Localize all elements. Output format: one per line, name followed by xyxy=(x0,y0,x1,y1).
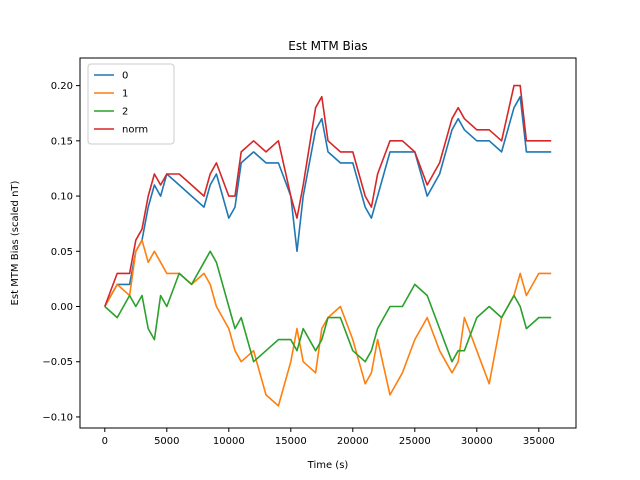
legend-label-1: 1 xyxy=(122,89,128,100)
y-tick-label: 0.00 xyxy=(51,302,73,313)
chart-title: Est MTM Bias xyxy=(288,39,367,53)
x-tick-label: 0 xyxy=(102,436,108,447)
series-line-norm xyxy=(104,84,552,307)
series-line-1 xyxy=(104,239,552,407)
y-axis: −0.10 −0.05 0.00 0.05 0.10 0.15 0.20 xyxy=(42,81,80,423)
legend-frame xyxy=(87,63,175,145)
y-axis-title: Est MTM Bias (scaled nT) xyxy=(10,180,21,305)
x-axis: 0 5000 10000 15000 20000 25000 30000 35000 xyxy=(102,428,555,447)
y-tick-label: 0.15 xyxy=(51,136,73,147)
y-tick-label: −0.05 xyxy=(42,357,73,368)
x-tick-label: 25000 xyxy=(399,436,431,447)
x-tick-label: 15000 xyxy=(275,436,307,447)
x-tick-label: 5000 xyxy=(154,436,179,447)
x-tick-label: 35000 xyxy=(523,436,555,447)
series-layer xyxy=(104,84,552,407)
y-tick-label: 0.10 xyxy=(51,192,73,203)
y-tick-label: 0.20 xyxy=(51,81,73,92)
series-line-0 xyxy=(104,95,552,307)
x-tick-label: 20000 xyxy=(337,436,369,447)
legend-label-0: 0 xyxy=(122,71,128,82)
legend-label-norm: norm xyxy=(122,125,148,136)
legend-label-2: 2 xyxy=(122,107,128,118)
x-tick-label: 10000 xyxy=(213,436,245,447)
y-tick-label: 0.05 xyxy=(51,247,73,258)
plot-frame xyxy=(79,57,577,429)
series-line-2 xyxy=(104,250,552,363)
x-axis-title: Time (s) xyxy=(307,460,349,471)
legend: 0 1 2 norm xyxy=(87,63,175,145)
x-tick-label: 30000 xyxy=(461,436,493,447)
y-tick-label: −0.10 xyxy=(42,412,73,423)
